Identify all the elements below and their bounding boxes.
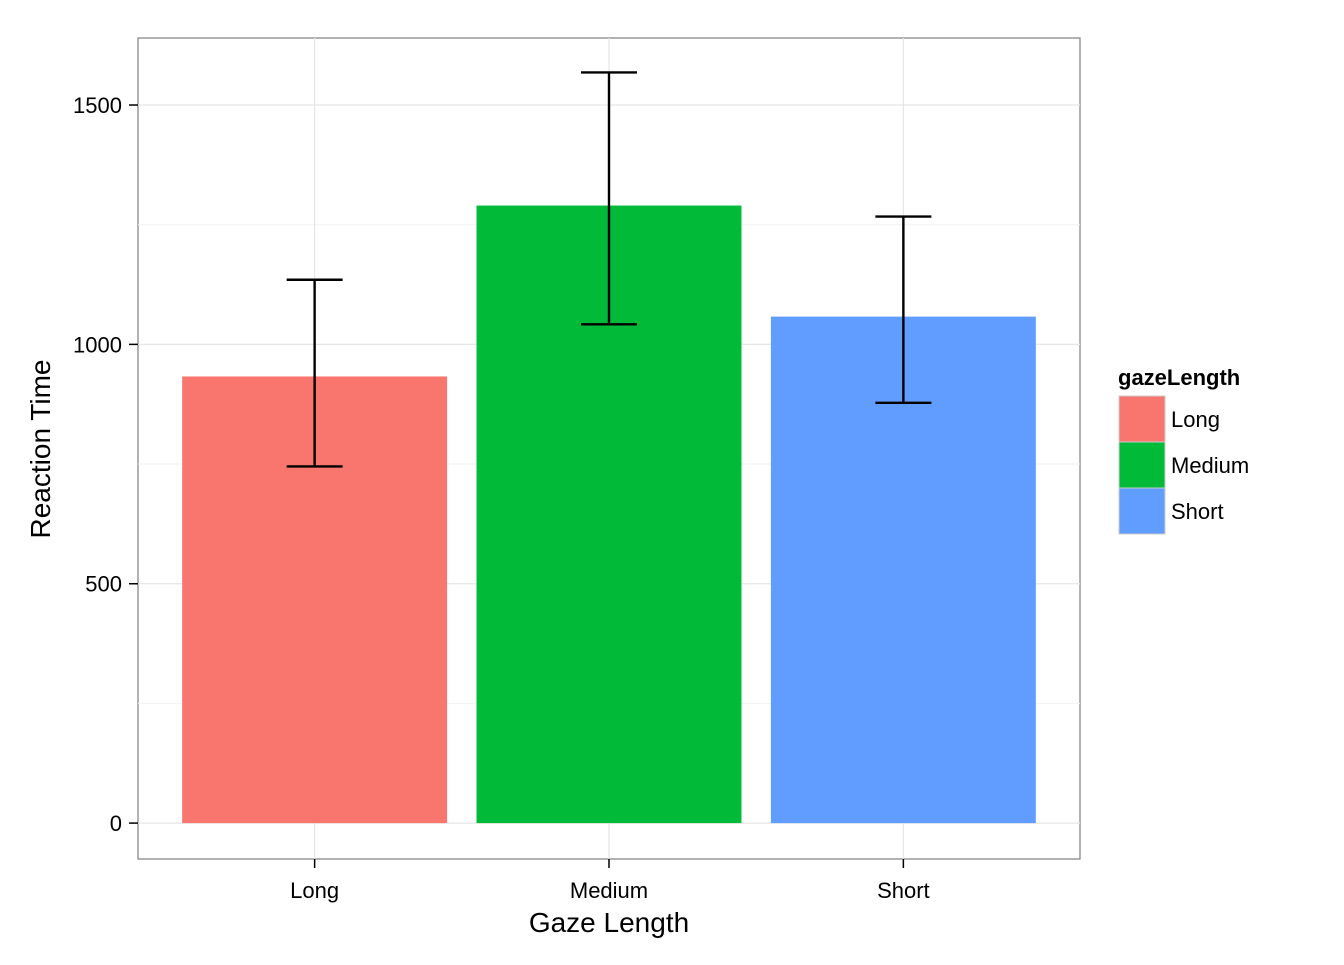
legend-key-long <box>1118 395 1166 443</box>
y-axis-title: Reaction Time <box>25 360 56 539</box>
y-tick-label: 1000 <box>73 332 122 357</box>
legend-label-long: Long <box>1171 407 1220 432</box>
legend: gazeLength Long Medium Short <box>1118 365 1249 535</box>
x-axis: Long Medium Short <box>290 859 930 903</box>
y-axis: 0 500 1000 1500 <box>73 93 138 836</box>
x-tick-label-long: Long <box>290 878 339 903</box>
legend-key-short <box>1118 487 1166 535</box>
y-tick-label: 1500 <box>73 93 122 118</box>
x-axis-title: Gaze Length <box>529 907 689 938</box>
legend-label-medium: Medium <box>1171 453 1249 478</box>
y-tick-label: 0 <box>110 811 122 836</box>
legend-label-short: Short <box>1171 499 1224 524</box>
legend-key-medium <box>1118 441 1166 489</box>
x-tick-label-short: Short <box>877 878 930 903</box>
legend-title: gazeLength <box>1118 365 1240 390</box>
y-tick-label: 500 <box>85 572 122 597</box>
x-tick-label-medium: Medium <box>570 878 648 903</box>
error-bars <box>286 71 932 468</box>
